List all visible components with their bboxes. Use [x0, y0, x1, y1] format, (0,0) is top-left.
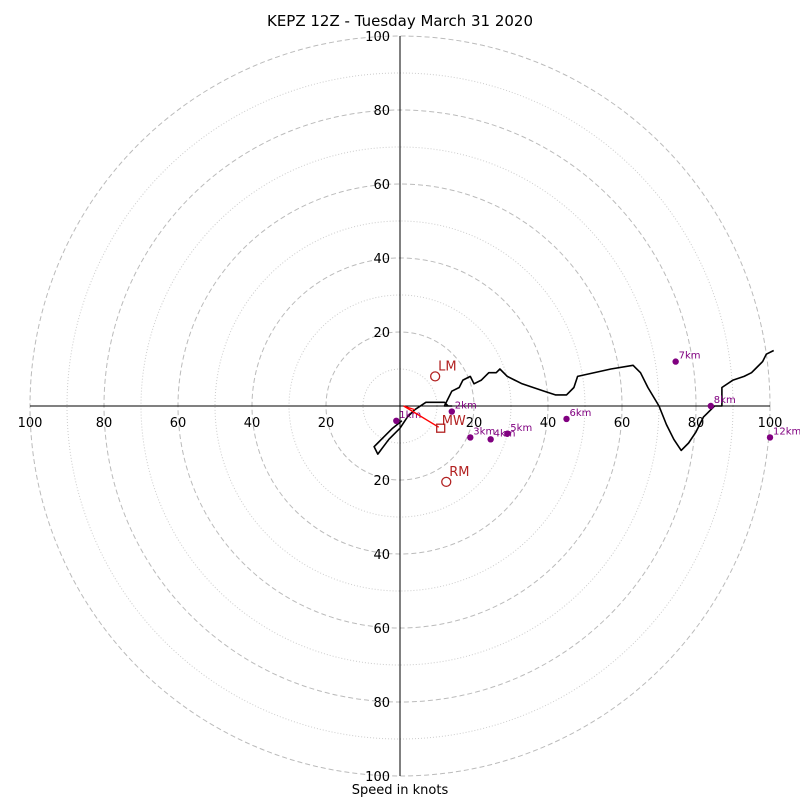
- height-marker: [504, 430, 511, 437]
- height-markers: 1km2km3km4km5km6km7km8km12km: [393, 351, 800, 443]
- x-tick-label: 20: [466, 416, 483, 431]
- x-tick-label: 60: [170, 416, 187, 431]
- height-marker: [563, 415, 570, 423]
- lm-marker: [429, 371, 441, 382]
- x-tick-label: 100: [758, 416, 783, 431]
- height-marker-label: 6km: [570, 408, 592, 419]
- axes: [30, 36, 770, 776]
- x-tick-label: 60: [614, 416, 631, 431]
- shear-vector: [403, 405, 440, 428]
- y-tick-label: 40: [373, 252, 390, 267]
- y-tick-label: 20: [373, 326, 390, 341]
- y-tick-label: 60: [373, 622, 390, 637]
- height-marker-label: 2km: [455, 401, 477, 412]
- x-tick-label: 80: [688, 416, 705, 431]
- height-marker: [448, 408, 455, 415]
- height-marker: [487, 436, 494, 443]
- y-tick-label: 100: [365, 770, 390, 785]
- storm-motion: LM RM MW: [403, 359, 470, 488]
- y-tick-label: 60: [373, 178, 390, 193]
- height-marker: [393, 417, 400, 424]
- x-tick-label: 40: [540, 416, 557, 431]
- height-marker-label: 12km: [773, 426, 800, 437]
- height-marker-label: 3km: [473, 426, 495, 437]
- x-axis-label: Speed in knots: [351, 783, 449, 798]
- tick-labels: 100 80 60 40 20 20 40 60 80 100 100 100 80 80 60 60 40 40…: [18, 30, 783, 785]
- mw-marker: [436, 423, 446, 433]
- mw-label: MW: [442, 414, 466, 429]
- height-marker: [467, 434, 474, 441]
- y-tick-label: 40: [373, 548, 390, 563]
- rm-marker: [441, 476, 452, 488]
- chart-title: KEPZ 12Z - Tuesday March 31 2020: [266, 12, 534, 30]
- rm-label: RM: [449, 465, 469, 480]
- x-tick-label: 40: [244, 416, 261, 431]
- wind-profile: [373, 349, 775, 455]
- x-tick-label: 100: [18, 416, 43, 431]
- height-marker-label: 1km: [399, 410, 421, 421]
- y-tick-label: 80: [373, 696, 390, 711]
- y-tick-label: 80: [373, 104, 390, 119]
- y-tick-label: 100: [365, 30, 390, 45]
- lm-label: LM: [438, 359, 456, 374]
- x-tick-label: 80: [96, 416, 113, 431]
- height-marker-label: 7km: [679, 351, 701, 362]
- y-tick-label: 20: [373, 474, 390, 489]
- height-marker: [707, 402, 714, 410]
- height-marker: [672, 358, 679, 365]
- height-marker: [766, 434, 774, 441]
- height-marker-label: 5km: [510, 423, 532, 434]
- hodograph-trace: [373, 349, 775, 455]
- x-tick-label: 20: [318, 416, 335, 431]
- height-marker-label: 8km: [714, 395, 736, 406]
- shear-vector-tail: [403, 405, 415, 411]
